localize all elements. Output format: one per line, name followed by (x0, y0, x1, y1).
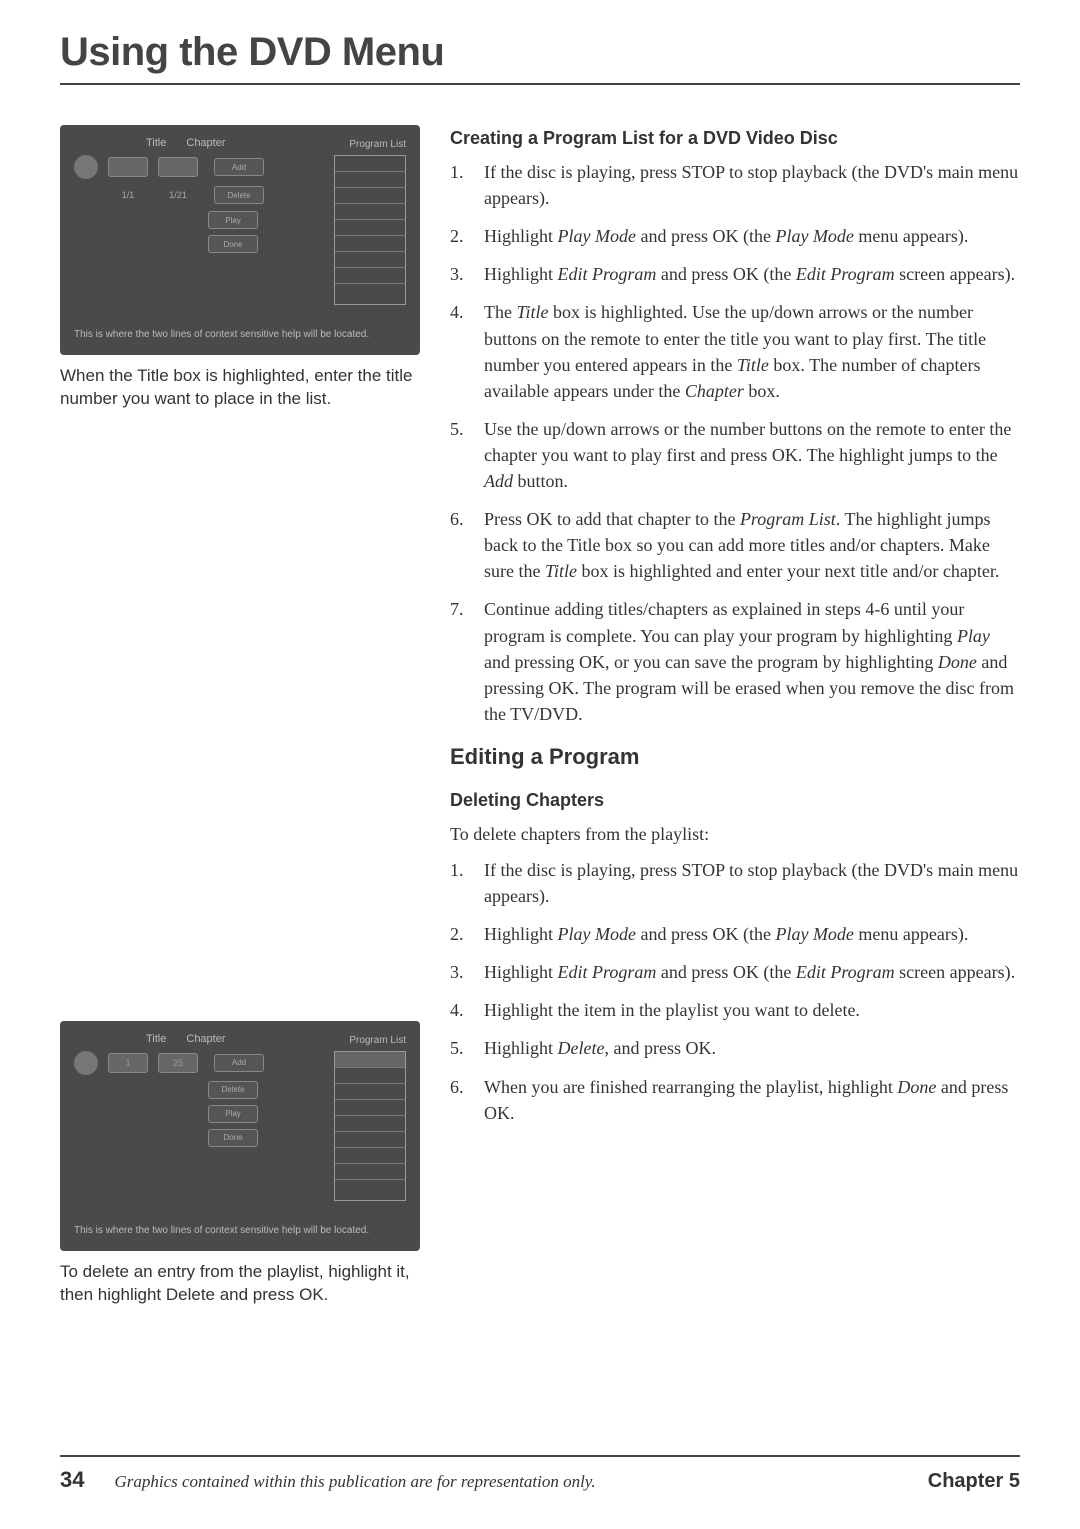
shot1-chapter-val: 1/21 (158, 185, 198, 205)
creating-step-4: The Title box is highlighted. Use the up… (450, 299, 1020, 403)
shot1-list-header: Program List (349, 139, 406, 150)
footer-note: Graphics contained within this publicati… (114, 1472, 927, 1492)
shot2-hdr-title: Title (146, 1033, 166, 1045)
title-rule (60, 83, 1020, 85)
disc-icon (74, 1051, 98, 1075)
creating-step-1: If the disc is playing, press STOP to st… (450, 159, 1020, 211)
creating-step-5: Use the up/down arrows or the number but… (450, 416, 1020, 494)
shot1-delete-button: Delete (214, 186, 264, 204)
deleting-step-3: Highlight Edit Program and press OK (the… (450, 959, 1020, 985)
shot2-help-text: This is where the two lines of context s… (74, 1224, 369, 1237)
left-column: Program List Title Chapter Add 1/1 1/21 … (60, 125, 420, 1327)
screenshot-edit-program-2: Program List Title Chapter 1 25 Add Dele… (60, 1021, 420, 1251)
disc-icon (74, 155, 98, 179)
shot2-list-header: Program List (349, 1035, 406, 1046)
deleting-step-2: Highlight Play Mode and press OK (the Pl… (450, 921, 1020, 947)
shot1-done-button: Done (208, 235, 258, 253)
right-column: Creating a Program List for a DVD Video … (450, 125, 1020, 1327)
shot1-help-text: This is where the two lines of context s… (74, 328, 369, 341)
screenshot-edit-program-1: Program List Title Chapter Add 1/1 1/21 … (60, 125, 420, 355)
shot1-title-box (108, 157, 148, 177)
shot2-program-list (334, 1051, 406, 1201)
screenshot2-caption: To delete an entry from the playlist, hi… (60, 1261, 420, 1307)
shot1-program-list (334, 155, 406, 305)
shot1-hdr-chapter: Chapter (186, 137, 225, 149)
shot1-title-val: 1/1 (108, 185, 148, 205)
content-columns: Program List Title Chapter Add 1/1 1/21 … (60, 125, 1020, 1327)
chapter-label: Chapter 5 (928, 1470, 1020, 1493)
page-title: Using the DVD Menu (60, 30, 1020, 75)
shot1-chapter-box (158, 157, 198, 177)
shot1-play-button: Play (208, 211, 258, 229)
shot2-hdr-chapter: Chapter (186, 1033, 225, 1045)
deleting-steps: If the disc is playing, press STOP to st… (450, 857, 1020, 1126)
creating-heading: Creating a Program List for a DVD Video … (450, 125, 1020, 151)
shot2-title-box: 1 (108, 1053, 148, 1073)
creating-steps: If the disc is playing, press STOP to st… (450, 159, 1020, 727)
shot1-hdr-title: Title (146, 137, 166, 149)
deleting-subheading: Deleting Chapters (450, 787, 1020, 813)
creating-step-6: Press OK to add that chapter to the Prog… (450, 506, 1020, 584)
shot2-play-button: Play (208, 1105, 258, 1123)
shot2-add-button: Add (214, 1054, 264, 1072)
deleting-intro: To delete chapters from the playlist: (450, 821, 1020, 847)
page-number: 34 (60, 1467, 84, 1493)
deleting-step-6: When you are finished rearranging the pl… (450, 1074, 1020, 1126)
creating-step-7: Continue adding titles/chapters as expla… (450, 596, 1020, 726)
footer-rule (60, 1455, 1020, 1457)
page-footer: 34 Graphics contained within this public… (60, 1455, 1020, 1493)
creating-step-3: Highlight Edit Program and press OK (the… (450, 261, 1020, 287)
shot2-delete-button: Delete (208, 1081, 258, 1099)
deleting-step-4: Highlight the item in the playlist you w… (450, 997, 1020, 1023)
left-spacer (60, 431, 420, 1021)
screenshot1-caption: When the Title box is highlighted, enter… (60, 365, 420, 411)
shot2-done-button: Done (208, 1129, 258, 1147)
shot1-add-button: Add (214, 158, 264, 176)
deleting-step-1: If the disc is playing, press STOP to st… (450, 857, 1020, 909)
creating-step-2: Highlight Play Mode and press OK (the Pl… (450, 223, 1020, 249)
editing-heading: Editing a Program (450, 741, 1020, 773)
deleting-step-5: Highlight Delete, and press OK. (450, 1035, 1020, 1061)
shot2-chapter-box: 25 (158, 1053, 198, 1073)
